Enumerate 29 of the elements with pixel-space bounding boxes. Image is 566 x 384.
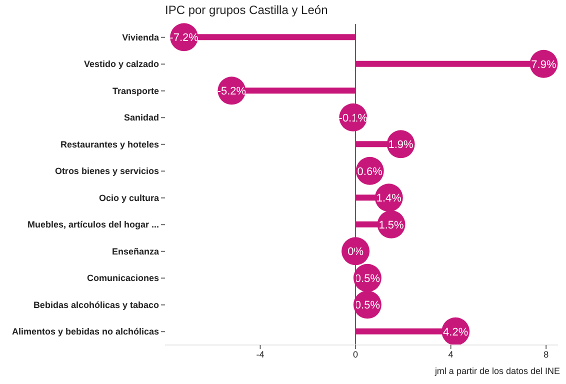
y-tick-label: Comunicaciones: [86, 273, 159, 284]
data-label: 1.5%: [378, 219, 404, 232]
x-tick-label: 4: [448, 349, 454, 360]
y-tick-label: Otros bienes y servicios: [54, 166, 159, 176]
data-label: 0.5%: [354, 272, 380, 285]
y-tick-label: Vestido y calzado: [84, 59, 160, 70]
data-label: -5.2%: [217, 86, 246, 98]
x-tick-label: 8: [544, 349, 549, 360]
data-label: -7.2%: [170, 32, 199, 44]
data-label: 7.9%: [531, 58, 556, 71]
y-tick-label: Alimentos y bebidas no alchólicas: [12, 326, 159, 337]
data-label: 1.4%: [376, 192, 402, 205]
y-tick-label: Bebidas alcohólicas y tabaco: [33, 300, 160, 310]
text: jml a partir de los datos del INE: [434, 366, 560, 376]
data-label: 0%: [348, 246, 364, 258]
y-tick-label: Restaurantes y hoteles: [60, 139, 159, 150]
y-tick-label: Muebles, artículos del hogar ...: [27, 220, 159, 230]
data-label: 0.6%: [357, 166, 383, 178]
chart-title: IPC por grupos Castilla y León: [165, 3, 328, 17]
x-tick-label: -4: [256, 349, 264, 360]
x-tick-label: 0: [353, 349, 358, 360]
y-tick-label: Enseñanza: [112, 246, 160, 256]
y-tick-label: Transporte: [112, 86, 159, 96]
data-label: 0.5%: [354, 300, 380, 312]
y-tick-label: Ocio y cultura: [98, 192, 160, 203]
y-tick-label: Vivienda: [122, 32, 160, 42]
data-label: 1.9%: [388, 139, 414, 152]
y-tick-label: Sanidad: [124, 112, 159, 123]
data-label: 4.2%: [443, 326, 468, 338]
